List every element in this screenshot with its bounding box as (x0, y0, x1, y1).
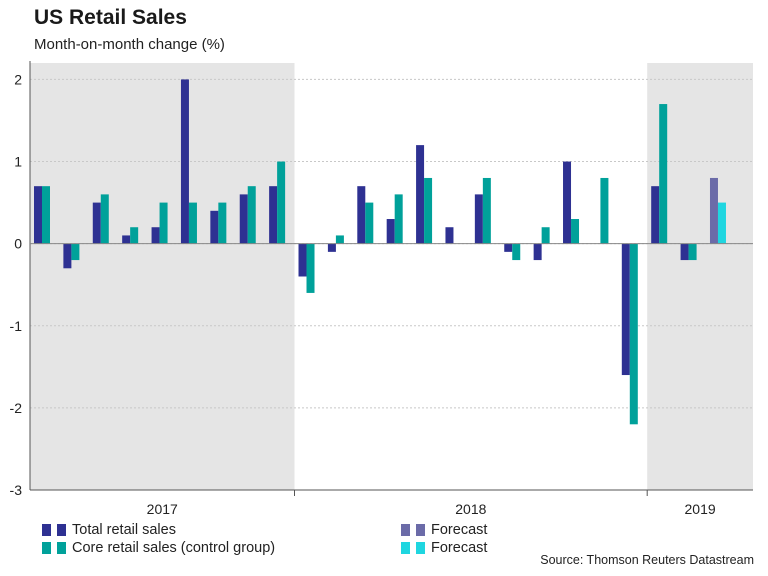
legend-total: Total retail sales (42, 522, 176, 538)
bar-core-2018-06 (541, 227, 550, 244)
legend-swatch-forecast-total-2 (416, 524, 425, 536)
y-tick-label: 1 (14, 154, 22, 170)
legend-label-core: Core retail sales (control group) (72, 540, 276, 556)
bar-core-forecast-2018-12 (717, 202, 726, 244)
bar-total-2017-10 (298, 243, 307, 277)
y-tick-label: -3 (10, 482, 23, 498)
legend-label-total: Total retail sales (72, 522, 176, 538)
shaded-range-0 (30, 63, 295, 490)
legend-label-forecast-core: Forecast (431, 540, 488, 556)
bar-total-2018-11 (680, 243, 689, 261)
year-label-2017: 2017 (147, 501, 178, 517)
legend-swatch-forecast-core (401, 542, 410, 554)
bar-total-2017-06 (180, 79, 189, 244)
bar-total-2018-06 (533, 243, 542, 261)
bar-total-2018-04 (474, 194, 483, 244)
y-tick-label: 2 (14, 71, 22, 87)
y-tick-label: -2 (10, 400, 23, 416)
bar-core-2017-01 (42, 186, 50, 244)
bar-total-2017-04 (122, 235, 131, 244)
bar-core-2017-03 (100, 194, 109, 244)
bar-core-2017-07 (218, 202, 227, 244)
legend-swatch-total (42, 524, 51, 536)
bar-core-2018-08 (600, 177, 609, 244)
bar-total-2017-05 (151, 227, 160, 244)
legend-forecast-total: Forecast (401, 522, 487, 538)
bar-total-2018-09 (621, 243, 630, 376)
legend-swatch-core (42, 542, 51, 554)
bar-core-2018-07 (571, 219, 580, 244)
bar-total-2017-12 (357, 186, 366, 244)
bar-total-2018-10 (651, 186, 660, 244)
legend-swatch-forecast-core-2 (416, 542, 425, 554)
bar-chart: -3 -2 -1 0 1 2 2017 2018 2019 (10, 61, 753, 517)
bar-core-2017-05 (159, 202, 168, 244)
bar-total-2017-02 (63, 243, 72, 269)
bar-total-2017-03 (92, 202, 101, 244)
bar-core-2018-02 (424, 177, 433, 244)
bar-core-2018-10 (659, 104, 668, 244)
legend-swatch-core-2 (57, 542, 66, 554)
bar-total-2018-05 (504, 243, 513, 252)
bar-core-2017-11 (335, 235, 344, 244)
bar-core-2017-09 (277, 161, 286, 244)
bar-core-2017-02 (71, 243, 80, 261)
bar-core-2017-06 (188, 202, 197, 244)
chart-subtitle: Month-on-month change (%) (34, 36, 225, 53)
bar-total-2018-03 (445, 227, 454, 244)
legend-label-forecast-total: Forecast (431, 522, 488, 538)
bar-core-2017-12 (365, 202, 374, 244)
bar-core-2018-01 (394, 194, 403, 244)
bar-core-2018-04 (482, 177, 491, 244)
bar-total-2018-02 (416, 145, 425, 244)
bar-total-2017-09 (269, 186, 278, 244)
bar-core-2017-04 (130, 227, 139, 244)
chart-title: US Retail Sales (34, 6, 187, 29)
bar-total-2017-08 (239, 194, 248, 244)
bar-core-2017-08 (247, 186, 256, 244)
bar-total-2017-07 (210, 210, 219, 244)
legend-core: Core retail sales (control group) (42, 540, 275, 556)
year-label-2018: 2018 (455, 501, 486, 517)
y-tick-label: 0 (14, 236, 22, 252)
bar-total-2018-07 (563, 161, 572, 244)
bar-core-2018-11 (688, 243, 697, 261)
bar-total-2018-01 (386, 219, 395, 244)
bar-core-2018-09 (629, 243, 638, 425)
legend-swatch-total-2 (57, 524, 66, 536)
bar-core-2018-05 (512, 243, 521, 261)
bar-core-2017-10 (306, 243, 315, 293)
legend-forecast-core: Forecast (401, 540, 487, 556)
year-label-2019: 2019 (685, 501, 716, 517)
bar-total-2017-11 (327, 243, 336, 252)
source-note: Source: Thomson Reuters Datastream (540, 553, 754, 567)
y-tick-label: -1 (10, 318, 23, 334)
bar-total-forecast-2018-12 (709, 177, 718, 244)
bar-total-2017-01 (34, 186, 42, 244)
legend-swatch-forecast-total (401, 524, 410, 536)
